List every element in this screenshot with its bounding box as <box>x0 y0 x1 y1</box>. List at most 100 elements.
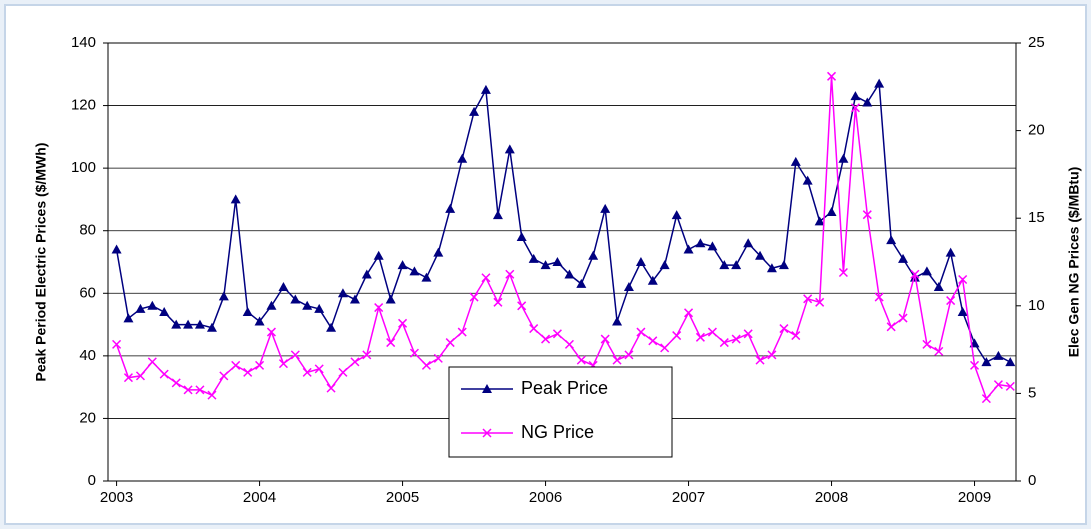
data-point <box>517 301 527 311</box>
data-point <box>659 260 670 270</box>
data-point <box>731 260 742 270</box>
data-point <box>112 339 122 349</box>
data-point <box>827 71 837 81</box>
data-point <box>612 355 622 365</box>
data-point <box>564 269 575 279</box>
data-point <box>684 308 694 318</box>
data-point <box>409 266 420 276</box>
data-point <box>671 210 682 220</box>
data-point <box>314 303 325 313</box>
data-point <box>647 275 658 285</box>
data-point <box>755 250 766 260</box>
data-point <box>564 339 574 349</box>
data-point <box>397 260 408 270</box>
data-point <box>350 357 360 367</box>
legend-marker <box>482 384 492 393</box>
x-tick-label: 2004 <box>243 489 276 506</box>
data-point <box>612 316 623 326</box>
data-point <box>123 313 134 323</box>
data-point <box>850 103 860 113</box>
data-point <box>623 282 634 292</box>
data-point <box>337 288 348 298</box>
data-point <box>433 353 443 363</box>
data-point <box>540 260 551 270</box>
data-point <box>874 78 885 88</box>
data-point <box>159 307 170 317</box>
data-point <box>242 307 253 317</box>
data-point <box>814 216 825 226</box>
data-point <box>958 274 968 285</box>
legend-label: NG Price <box>521 422 594 442</box>
data-point <box>349 294 360 304</box>
data-point <box>898 313 908 323</box>
y2-tick-label: 25 <box>1028 34 1045 51</box>
data-point <box>302 367 312 377</box>
data-point <box>981 357 992 367</box>
data-point <box>1005 357 1016 367</box>
data-point <box>314 364 324 374</box>
data-point <box>218 291 229 301</box>
y-tick-label: 40 <box>79 347 96 364</box>
y-tick-label: 140 <box>71 34 96 51</box>
data-point <box>255 360 265 370</box>
data-point <box>767 350 777 360</box>
data-point <box>135 371 145 381</box>
data-point <box>147 300 158 310</box>
data-point <box>433 247 444 257</box>
data-point <box>874 292 884 302</box>
data-point <box>207 390 217 400</box>
data-point <box>290 350 300 360</box>
data-point <box>123 373 133 383</box>
data-point <box>206 322 217 332</box>
y2-tick-label: 15 <box>1028 209 1045 226</box>
data-point <box>790 156 801 166</box>
y2-tick-label: 10 <box>1028 297 1045 314</box>
data-point <box>743 329 753 339</box>
data-point <box>421 360 431 370</box>
data-point <box>600 334 610 344</box>
data-point <box>457 153 468 163</box>
data-point <box>719 260 730 270</box>
data-point <box>695 238 706 248</box>
data-point <box>815 297 825 307</box>
data-point <box>171 378 181 388</box>
data-point <box>970 360 980 370</box>
data-point <box>230 194 241 204</box>
data-point <box>636 327 646 337</box>
data-point <box>635 257 646 266</box>
x-tick-label: 2003 <box>100 489 133 506</box>
data-point <box>492 210 503 220</box>
legend-label: Peak Price <box>521 378 608 398</box>
data-point <box>266 327 276 337</box>
x-tick-label: 2006 <box>529 489 562 506</box>
data-point <box>135 303 146 313</box>
data-point <box>660 343 670 353</box>
data-point <box>183 319 194 329</box>
y-tick-label: 20 <box>79 409 96 426</box>
data-point <box>576 355 586 365</box>
data-point <box>672 331 682 341</box>
y-tick-label: 80 <box>79 222 96 239</box>
data-point <box>243 367 253 377</box>
data-point <box>624 350 634 360</box>
data-point <box>195 385 205 395</box>
y-axis-title: Peak Period Electric Prices ($/MWh) <box>33 143 49 382</box>
data-point <box>600 203 611 213</box>
data-point <box>445 203 456 213</box>
y2-tick-label: 0 <box>1028 472 1036 489</box>
data-point <box>778 260 789 270</box>
data-point <box>302 300 313 310</box>
y2-axis-title: Elec Gen NG Prices ($/MBtu) <box>1066 167 1082 358</box>
data-point <box>398 318 408 328</box>
data-point <box>493 297 503 307</box>
data-point <box>910 269 920 279</box>
data-point <box>695 332 705 342</box>
data-point <box>922 339 932 349</box>
data-point <box>278 359 288 369</box>
data-point <box>803 294 813 304</box>
data-point <box>409 348 419 358</box>
x-tick-label: 2008 <box>815 489 848 506</box>
data-point <box>731 334 741 344</box>
data-point <box>362 350 372 360</box>
